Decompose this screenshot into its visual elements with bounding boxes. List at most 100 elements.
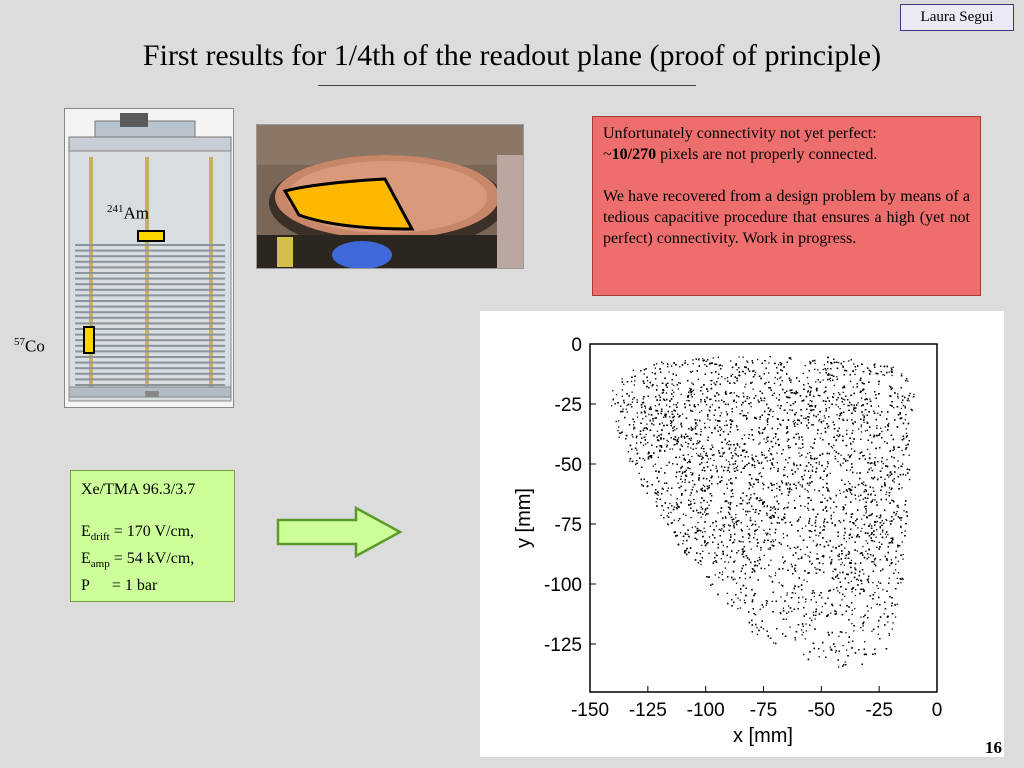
hit-point [687, 454, 689, 456]
hit-point [626, 404, 628, 406]
hit-point [739, 446, 741, 448]
hit-point [735, 514, 737, 516]
hit-point [739, 607, 742, 609]
hit-point [770, 517, 773, 519]
hit-point [814, 406, 816, 408]
hit-point [830, 563, 832, 565]
hit-point [764, 568, 766, 570]
hit-point [905, 432, 908, 434]
hit-point [693, 498, 695, 501]
hit-point [886, 519, 888, 522]
hit-point [804, 365, 806, 367]
hit-point [835, 547, 837, 549]
hit-point [814, 522, 816, 524]
hit-point [789, 357, 792, 359]
field-cage-ring [75, 361, 225, 364]
hit-point [708, 536, 711, 538]
hit-point [888, 632, 890, 635]
hit-point [806, 580, 808, 583]
hit-point [725, 443, 728, 445]
hit-point [660, 467, 662, 469]
hit-point [858, 495, 860, 497]
hit-point [872, 499, 874, 501]
hit-point [790, 358, 792, 360]
hit-point [842, 462, 844, 464]
hit-point [733, 382, 735, 384]
hit-point [897, 397, 899, 399]
hit-point [747, 368, 749, 370]
hit-point [878, 541, 881, 543]
hit-point [774, 376, 776, 379]
hit-point [843, 361, 845, 363]
hit-point [754, 614, 757, 616]
hit-point [778, 444, 780, 446]
hit-point [808, 484, 810, 486]
hit-point [822, 368, 824, 371]
hit-point [901, 373, 903, 375]
hit-point [766, 438, 768, 440]
hit-point [729, 471, 731, 473]
hit-point [779, 423, 781, 425]
hit-point [773, 541, 775, 543]
hit-point [768, 575, 770, 577]
hit-point [814, 566, 816, 569]
hit-point [678, 456, 681, 458]
hit-point [894, 569, 897, 571]
hit-point [904, 530, 906, 532]
hit-point [727, 506, 730, 508]
hit-point [762, 488, 764, 490]
hit-point [817, 568, 819, 570]
hit-point [644, 459, 646, 461]
hit-point [737, 550, 740, 552]
hit-point [642, 418, 644, 420]
hit-point [840, 454, 842, 456]
hit-point [667, 487, 669, 489]
hit-point [672, 419, 675, 421]
hit-point [857, 527, 859, 529]
hit-point [832, 546, 834, 548]
hit-point [621, 389, 623, 391]
hit-point [815, 568, 817, 570]
hit-point [618, 436, 620, 438]
field-cage-ring [75, 294, 225, 297]
hitmap-plot: -150 -125 -100 -75 -50 -25 0 0-25-50-75-100-12… [513, 335, 942, 747]
hit-point [615, 420, 617, 423]
hit-point [740, 591, 742, 594]
hit-point [874, 363, 876, 365]
hit-point [685, 514, 687, 516]
hit-point [703, 527, 705, 529]
hit-point [900, 578, 902, 580]
hit-point [761, 461, 763, 463]
hit-point [753, 370, 755, 372]
hit-point [871, 630, 873, 633]
hit-point [808, 412, 810, 415]
hit-point [773, 642, 775, 644]
hit-point [633, 428, 635, 430]
hit-point [843, 564, 846, 566]
hit-point [809, 556, 811, 558]
hit-point [801, 629, 803, 631]
hit-point [887, 621, 889, 623]
hit-point [786, 401, 788, 404]
hit-point [884, 441, 886, 443]
hit-point [786, 476, 789, 478]
hit-point [827, 427, 829, 429]
hit-point [717, 512, 719, 514]
hit-point [900, 519, 902, 521]
hit-point [851, 609, 853, 611]
hit-point [686, 399, 688, 402]
hit-point [732, 420, 734, 422]
hit-point [763, 400, 765, 402]
hit-point [902, 558, 904, 560]
hit-point [847, 480, 850, 483]
hit-point [837, 555, 839, 557]
hit-point [718, 528, 720, 531]
hit-point [700, 560, 702, 563]
hit-point [633, 384, 635, 386]
hit-point [644, 407, 647, 409]
hit-point [799, 548, 802, 551]
hit-point [854, 607, 856, 610]
hit-point [709, 480, 711, 482]
hit-point [695, 447, 697, 449]
hit-point [851, 591, 853, 593]
